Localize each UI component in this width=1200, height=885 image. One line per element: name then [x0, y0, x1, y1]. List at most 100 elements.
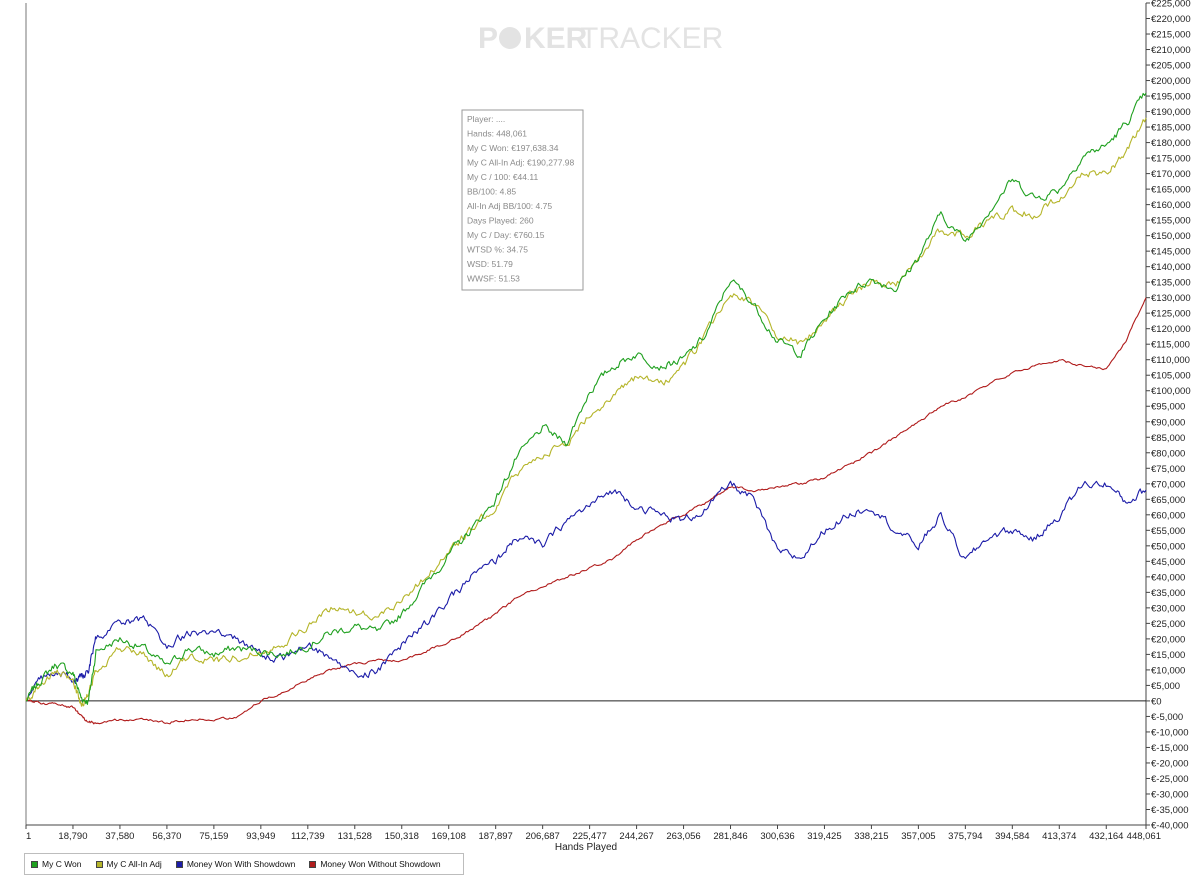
legend-item: Money Won Without Showdown: [309, 859, 441, 869]
y-tick-label: €120,000: [1151, 324, 1191, 335]
y-tick-label: €165,000: [1151, 185, 1191, 196]
x-tick-label: 338,215: [854, 831, 888, 842]
y-tick-label: €170,000: [1151, 169, 1191, 180]
tooltip-line: BB/100: 4.85: [467, 187, 516, 197]
tooltip-line: My C All-In Adj: €190,277.98: [467, 158, 575, 168]
y-tick-label: €140,000: [1151, 262, 1191, 273]
y-tick-label: €200,000: [1151, 76, 1191, 87]
legend-item: My C All-In Adj: [95, 859, 162, 869]
legend-item: Money Won With Showdown: [175, 859, 295, 869]
y-tick-label: €190,000: [1151, 107, 1191, 118]
x-tick-label: 1: [26, 831, 31, 842]
x-tick-label: 112,739: [291, 831, 325, 842]
x-tick-label: 244,267: [619, 831, 653, 842]
tooltip-line: My C Won: €197,638.34: [467, 143, 559, 153]
tooltip-line: WSD: 51.79: [467, 259, 513, 269]
y-tick-label: €-10,000: [1151, 727, 1189, 738]
y-tick-label: €30,000: [1151, 603, 1185, 614]
y-tick-label: €210,000: [1151, 45, 1191, 56]
y-tick-label: €-30,000: [1151, 789, 1189, 800]
y-tick-label: €-15,000: [1151, 743, 1189, 754]
legend-swatch-icon: [31, 860, 38, 868]
watermark-part3: TRACKER: [580, 22, 723, 55]
x-tick-label: 281,846: [713, 831, 747, 842]
y-tick-label: €135,000: [1151, 278, 1191, 289]
x-tick-label: 432,164: [1089, 831, 1123, 842]
y-tick-label: €45,000: [1151, 557, 1185, 568]
x-tick-label: 225,477: [572, 831, 606, 842]
series-line-4: [25, 297, 1147, 725]
x-tick-label: 394,584: [995, 831, 1029, 842]
y-tick-label: €225,000: [1151, 0, 1191, 10]
x-tick-label: 169,108: [432, 831, 466, 842]
y-tick-label: €85,000: [1151, 433, 1185, 444]
y-tick-label: €215,000: [1151, 30, 1191, 41]
tooltip-line: Days Played: 260: [467, 216, 534, 226]
y-tick-label: €-40,000: [1151, 821, 1189, 832]
y-tick-label: €195,000: [1151, 92, 1191, 103]
x-tick-label: 131,528: [338, 831, 372, 842]
y-tick-label: €205,000: [1151, 61, 1191, 72]
x-tick-label: 319,425: [807, 831, 841, 842]
y-tick-label: €55,000: [1151, 526, 1185, 537]
y-tick-label: €130,000: [1151, 293, 1191, 304]
y-tick-label: €50,000: [1151, 541, 1185, 552]
y-tick-label: €25,000: [1151, 619, 1185, 630]
y-tick-label: €35,000: [1151, 588, 1185, 599]
y-tick-label: €105,000: [1151, 371, 1191, 382]
legend-swatch-icon: [95, 860, 103, 868]
y-tick-label: €150,000: [1151, 231, 1191, 242]
legend-label: My C All-In Adj: [106, 859, 162, 869]
watermark-chip-icon: [499, 27, 521, 49]
series-layer: [25, 92, 1147, 725]
y-tick-label: €110,000: [1151, 355, 1190, 366]
y-tick-label: €15,000: [1151, 650, 1185, 661]
legend: My C Won My C All-In Adj Money Won With Sh…: [24, 853, 464, 875]
y-tick-label: €145,000: [1151, 247, 1191, 258]
y-tick-label: €75,000: [1151, 464, 1185, 475]
tooltip-box: [461, 109, 584, 291]
y-tick-label: €115,000: [1151, 340, 1190, 351]
x-axis: 1 18,790 37,580 56,370 75,159 93,949 112,739 13…: [25, 825, 1161, 842]
x-tick-label: 375,794: [948, 831, 982, 842]
y-tick-label: €20,000: [1151, 634, 1185, 645]
y-tick-label: €5,000: [1151, 681, 1180, 692]
y-tick-label: €90,000: [1151, 417, 1185, 428]
y-tick-label: €60,000: [1151, 510, 1185, 521]
y-tick-label: €185,000: [1151, 123, 1191, 134]
legend-label: Money Won Without Showdown: [320, 859, 441, 869]
x-tick-label: 75,159: [199, 831, 228, 842]
x-tick-label: 448,061: [1127, 831, 1161, 842]
x-axis-title: Hands Played: [555, 842, 617, 853]
y-tick-label: €155,000: [1151, 216, 1191, 227]
y-tick-label: €40,000: [1151, 572, 1185, 583]
tooltip-line: My C / Day: €760.15: [467, 230, 545, 240]
y-tick-label: €160,000: [1151, 200, 1191, 211]
y-tick-label: €175,000: [1151, 154, 1191, 165]
x-tick-label: 206,687: [525, 831, 559, 842]
watermark-part2: KER: [524, 22, 588, 55]
x-tick-label: 300,636: [760, 831, 794, 842]
y-tick-label: €-20,000: [1151, 758, 1189, 769]
y-tick-label: €125,000: [1151, 309, 1191, 320]
tooltip-line: Hands: 448,061: [467, 129, 527, 139]
y-tick-label: €10,000: [1151, 665, 1185, 676]
series-line-2: [25, 117, 1147, 707]
x-tick-label: 187,897: [479, 831, 513, 842]
tooltip-line: My C / 100: €44.11: [467, 172, 538, 182]
y-tick-label: €-35,000: [1151, 805, 1189, 816]
series-line-1: [25, 92, 1147, 705]
y-tick-label: €95,000: [1151, 402, 1185, 413]
x-tick-label: 263,056: [666, 831, 700, 842]
legend-swatch-icon: [175, 860, 183, 868]
series-line-3: [25, 480, 1147, 702]
tooltip-line: All-In Adj BB/100: 4.75: [467, 201, 552, 211]
y-axis: €225,000 €220,000 €215,000 €210,000 €205,000…: [1146, 0, 1191, 832]
tooltip-line: WWSF: 51.53: [467, 274, 520, 284]
y-tick-label: €80,000: [1151, 448, 1185, 459]
y-tick-label: €-25,000: [1151, 774, 1189, 785]
x-tick-label: 413,374: [1042, 831, 1076, 842]
tooltip-line: WTSD %: 34.75: [467, 245, 528, 255]
